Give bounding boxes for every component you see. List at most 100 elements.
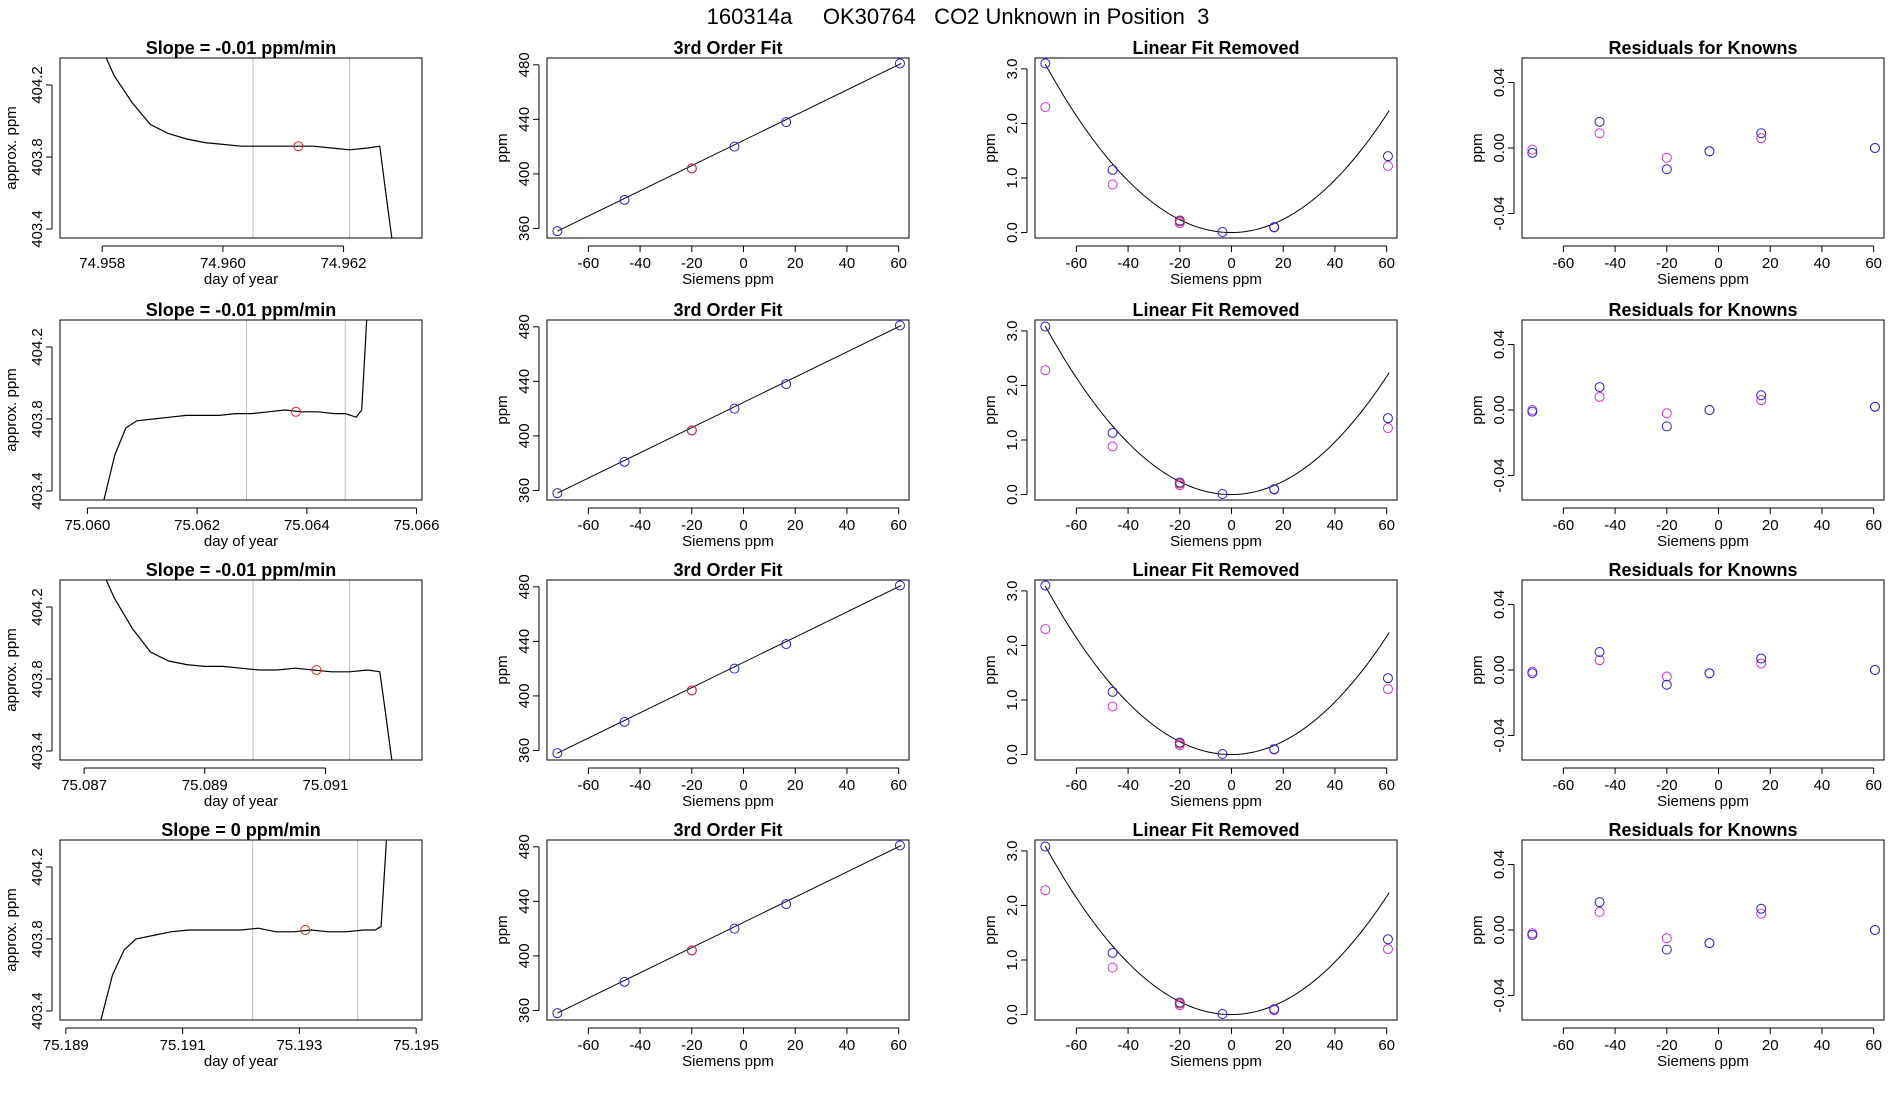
- plot-frame: [59, 839, 423, 1021]
- plot-frame: [59, 319, 423, 501]
- fit-curve: [1044, 845, 1390, 1015]
- magenta-point: [1661, 408, 1672, 419]
- panel-title: Residuals for Knowns: [1608, 38, 1797, 58]
- y-tick-label: 480: [516, 314, 533, 339]
- x-tick-label: -60: [1553, 1037, 1575, 1054]
- y-tick-label: 480: [516, 834, 533, 859]
- x-tick-label: -20: [1656, 255, 1678, 272]
- x-tick-label: -20: [1169, 777, 1191, 794]
- panel-data: [1527, 647, 1880, 690]
- unknown-marker: [686, 945, 697, 956]
- x-tick-label: -40: [1117, 255, 1139, 272]
- plot-frame: [1034, 57, 1398, 239]
- blue-point: [1869, 665, 1880, 675]
- x-tick-label: -40: [1604, 517, 1626, 534]
- fit-curve: [1044, 63, 1390, 233]
- blue-point: [1040, 321, 1051, 332]
- x-tick-label: 75.195: [393, 1037, 439, 1054]
- panel-title: Linear Fit Removed: [1132, 38, 1299, 58]
- panel-title: Residuals for Knowns: [1608, 560, 1797, 580]
- x-tick-label: -20: [681, 1037, 703, 1054]
- series-line: [103, 320, 368, 500]
- x-tick-label: 0: [1227, 255, 1235, 272]
- known-point: [729, 663, 740, 674]
- x-tick-label: 75.089: [182, 777, 228, 794]
- unknown-marker: [1174, 998, 1185, 1009]
- x-tick-label: 75.193: [276, 1037, 322, 1054]
- blue-point: [1661, 679, 1672, 690]
- y-tick-label: 0.00: [1491, 133, 1508, 162]
- x-axis-label: Siemens ppm: [1657, 533, 1749, 550]
- y-tick-label: 360: [516, 738, 533, 763]
- plot-frame: [546, 579, 910, 761]
- x-axis-label: Siemens ppm: [1170, 533, 1262, 550]
- blue-point: [1756, 903, 1767, 914]
- blue-point: [1217, 227, 1228, 237]
- known-point: [552, 226, 563, 237]
- panel-time-2: Slope = -0.01 ppm/min 75.060 75.062 75.064 7…: [3, 300, 439, 550]
- y-axis-label: ppm: [1469, 655, 1486, 684]
- y-tick-label: 403.8: [29, 660, 46, 698]
- fit-line: [557, 63, 902, 232]
- magenta-point: [1107, 962, 1118, 973]
- panel-res-2: Residuals for Knowns -60 -40 -20 0 20 40 60 Siem…: [1469, 300, 1885, 550]
- x-tick-label: 40: [1327, 517, 1344, 534]
- x-axis-label: Siemens ppm: [1170, 1053, 1262, 1070]
- x-tick-label: 20: [1762, 517, 1779, 534]
- x-tick-label: 20: [1275, 517, 1292, 534]
- panel-lin-2: Linear Fit Removed -60 -40 -20 0 20 40 60 Siemen…: [982, 300, 1398, 550]
- blue-point: [1756, 128, 1767, 139]
- known-point: [781, 117, 792, 128]
- y-tick-label: 440: [516, 369, 533, 394]
- x-tick-label: 20: [787, 1037, 804, 1054]
- x-tick-label: 75.060: [64, 517, 110, 534]
- blue-point: [1527, 668, 1538, 679]
- y-tick-label: 404.2: [29, 328, 46, 366]
- x-tick-label: -40: [629, 517, 651, 534]
- x-tick-label: 0: [1227, 517, 1235, 534]
- x-tick-label: 40: [839, 255, 856, 272]
- magenta-point: [1594, 128, 1605, 139]
- plot-frame: [546, 319, 910, 501]
- y-axis-label: ppm: [494, 655, 511, 684]
- y-tick-label: 403.4: [29, 732, 46, 770]
- y-tick-label: 404.2: [29, 66, 46, 104]
- x-tick-label: -60: [1066, 255, 1088, 272]
- magenta-point: [1527, 144, 1538, 155]
- x-tick-label: 60: [890, 255, 907, 272]
- x-tick-label: -60: [578, 777, 600, 794]
- fit-curve: [1044, 325, 1390, 495]
- series-line: [100, 840, 388, 1020]
- blue-point: [1382, 934, 1393, 945]
- unknown-marker: [1174, 738, 1185, 749]
- y-axis-label: ppm: [982, 395, 999, 424]
- x-tick-label: 60: [890, 777, 907, 794]
- panel-data: [1040, 321, 1393, 499]
- plot-frame: [1521, 839, 1885, 1021]
- panel-data: [100, 840, 388, 1020]
- blue-point: [1594, 897, 1605, 908]
- blue-point: [1382, 673, 1393, 684]
- panel-lin-4: Linear Fit Removed -60 -40 -20 0 20 40 60 Siemen…: [982, 820, 1398, 1070]
- blue-point: [1704, 938, 1715, 949]
- y-axis-label: approx. ppm: [3, 628, 20, 711]
- known-point: [619, 716, 630, 727]
- x-tick-label: -40: [1604, 1037, 1626, 1054]
- magenta-point: [1756, 395, 1767, 406]
- magenta-point: [1594, 391, 1605, 402]
- panel-lin-1: Linear Fit Removed -60 -40 -20 0 20 40 60 Siemen…: [982, 38, 1398, 288]
- known-point: [729, 141, 740, 152]
- known-point: [894, 320, 905, 331]
- x-tick-label: -40: [1117, 517, 1139, 534]
- panel-time-3: Slope = -0.01 ppm/min 75.087 75.089 75.091 d…: [3, 560, 423, 810]
- panels: Slope = -0.01 ppm/min 74.958 74.960 74.962 d…: [3, 38, 1885, 1070]
- plot-frame: [1034, 319, 1398, 501]
- panel-fit-1: 3rd Order Fit -60 -40 -20 0 20 40 60 Siemens ppm…: [494, 38, 910, 288]
- y-tick-label: 360: [516, 216, 533, 241]
- x-tick-label: 60: [1378, 517, 1395, 534]
- panel-data: [1527, 382, 1880, 432]
- x-tick-label: 40: [1814, 1037, 1831, 1054]
- x-tick-label: 40: [1327, 1037, 1344, 1054]
- panel-title: Slope = -0.01 ppm/min: [146, 560, 337, 580]
- x-tick-label: -60: [578, 1037, 600, 1054]
